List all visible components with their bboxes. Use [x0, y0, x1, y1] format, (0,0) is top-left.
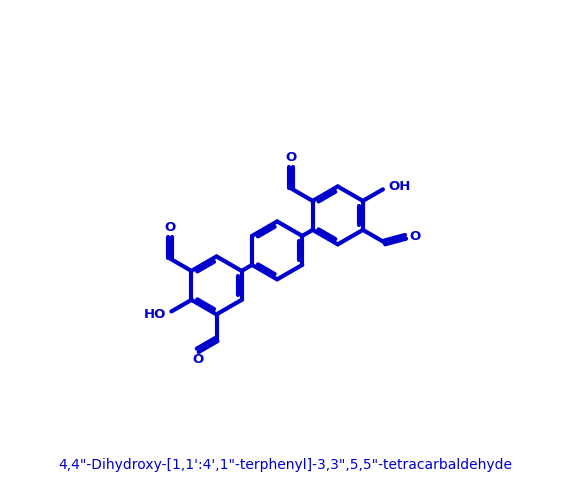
Text: OH: OH	[388, 180, 410, 193]
Text: O: O	[164, 222, 176, 234]
Text: HO: HO	[144, 308, 166, 321]
Text: 4,4"-Dihydroxy-[1,1':4',1"-terphenyl]-3,3",5,5"-tetracarbaldehyde: 4,4"-Dihydroxy-[1,1':4',1"-terphenyl]-3,…	[58, 458, 512, 472]
Text: O: O	[286, 151, 296, 165]
Text: O: O	[192, 352, 203, 365]
Text: O: O	[410, 230, 421, 243]
